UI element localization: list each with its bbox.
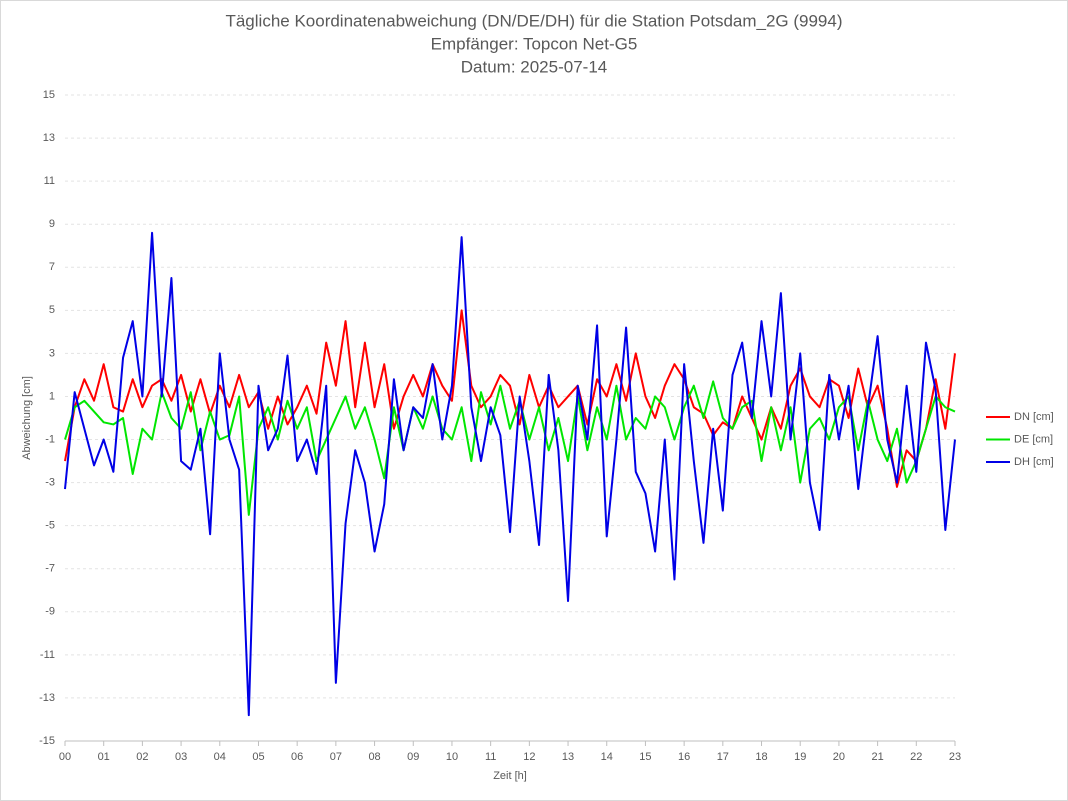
y-tick-label: -3 [45, 477, 55, 489]
x-tick-label: 23 [949, 751, 961, 763]
x-tick-label: 18 [755, 751, 767, 763]
x-tick-label: 04 [214, 751, 226, 763]
x-tick-label: 06 [291, 751, 303, 763]
y-tick-label: 1 [49, 390, 55, 402]
x-tick-label: 02 [136, 751, 148, 763]
y-tick-label: -5 [45, 520, 55, 532]
x-tick-label: 15 [639, 751, 651, 763]
x-tick-label: 09 [407, 751, 419, 763]
x-tick-label: 11 [485, 751, 496, 763]
x-tick-label: 17 [717, 751, 729, 763]
y-tick-label: 3 [49, 347, 55, 359]
legend-label: DN [cm] [1014, 411, 1054, 423]
x-tick-label: 19 [794, 751, 806, 763]
legend-label: DH [cm] [1014, 456, 1054, 468]
y-tick-label: -13 [39, 692, 55, 704]
legend-label: DE [cm] [1014, 433, 1053, 445]
y-tick-label: 7 [49, 261, 55, 273]
y-tick-label: 13 [43, 132, 55, 144]
y-tick-label: 15 [43, 89, 55, 101]
chart-subtitle: Empfänger: Topcon Net-G5 [431, 34, 638, 53]
x-tick-label: 22 [910, 751, 922, 763]
x-tick-label: 07 [330, 751, 342, 763]
x-tick-label: 10 [446, 751, 458, 763]
y-tick-label: -11 [40, 649, 55, 661]
x-tick-label: 08 [368, 751, 380, 763]
y-tick-label: 5 [49, 304, 55, 316]
x-tick-label: 14 [601, 751, 613, 763]
y-tick-label: 9 [49, 218, 55, 230]
x-tick-label: 20 [833, 751, 845, 763]
y-axis-label: Abweichung [cm] [21, 376, 33, 460]
chart-subtitle: Datum: 2025-07-14 [461, 57, 607, 76]
x-tick-label: 00 [59, 751, 71, 763]
y-tick-label: -1 [45, 433, 55, 445]
line-series [64, 309, 956, 488]
x-tick-label: 16 [678, 751, 690, 763]
x-tick-label: 13 [562, 751, 574, 763]
y-tick-label: 11 [44, 175, 55, 187]
x-tick-label: 12 [523, 751, 535, 763]
x-tick-label: 05 [252, 751, 264, 763]
y-tick-label: -15 [39, 735, 55, 747]
x-tick-label: 01 [98, 751, 110, 763]
line-series [64, 231, 956, 717]
chart-title: Tägliche Koordinatenabweichung (DN/DE/DH… [225, 11, 842, 30]
y-tick-label: -7 [45, 563, 55, 575]
x-tick-label: 21 [871, 751, 883, 763]
x-axis-label: Zeit [h] [493, 770, 527, 782]
x-tick-label: 03 [175, 751, 187, 763]
y-tick-label: -9 [45, 606, 55, 618]
